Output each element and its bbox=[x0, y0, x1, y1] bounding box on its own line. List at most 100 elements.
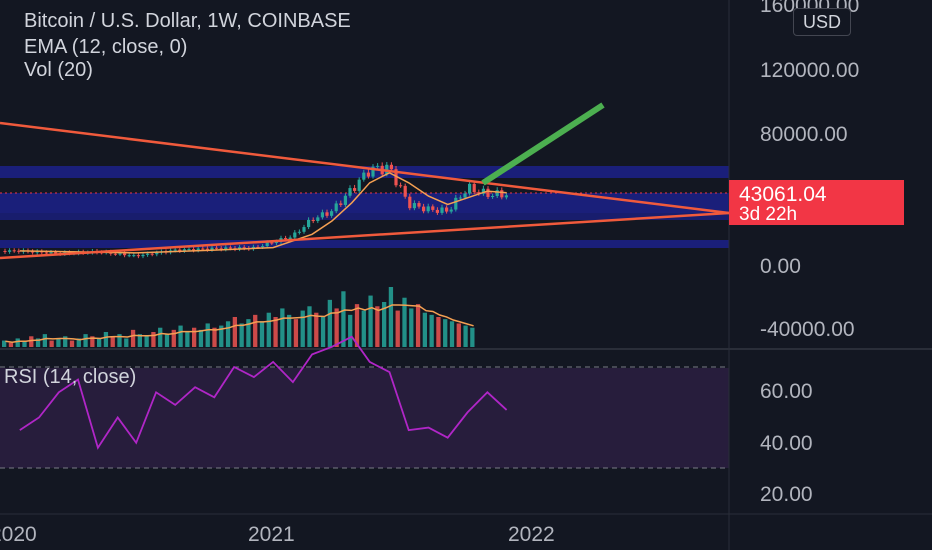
candle-body bbox=[389, 164, 393, 170]
candle-body bbox=[155, 252, 159, 255]
candle-body bbox=[31, 251, 35, 253]
candle-body bbox=[445, 207, 449, 212]
volume-bar bbox=[69, 340, 75, 347]
volume-bar bbox=[90, 336, 95, 347]
candle-body bbox=[182, 249, 186, 251]
volume-bar bbox=[8, 342, 14, 347]
price-tick-80000: 80000.00 bbox=[760, 123, 848, 146]
volume-ma-line bbox=[5, 304, 474, 343]
volume-bar bbox=[225, 321, 231, 347]
rsi-band-fill bbox=[0, 368, 729, 468]
volume-bar bbox=[164, 334, 170, 347]
candle bbox=[136, 253, 140, 259]
volume-bar bbox=[382, 302, 387, 347]
candle-body bbox=[334, 203, 338, 212]
candle-body bbox=[242, 247, 246, 249]
volume-bar bbox=[259, 321, 265, 347]
candle-body bbox=[302, 227, 306, 232]
price-tick-0: 0.00 bbox=[760, 255, 801, 278]
candle bbox=[353, 184, 357, 193]
ascending-trendline bbox=[0, 211, 730, 260]
candle-body bbox=[127, 255, 131, 257]
candle bbox=[366, 169, 370, 179]
candle bbox=[449, 206, 453, 214]
candle bbox=[399, 182, 403, 188]
ema-legend[interactable]: EMA (12, close, 0) bbox=[24, 36, 188, 58]
candle bbox=[417, 200, 421, 209]
candle-body bbox=[477, 192, 481, 194]
volume-bar bbox=[219, 325, 224, 347]
candle-body bbox=[417, 203, 421, 207]
volume-bar bbox=[395, 310, 400, 347]
candle-body bbox=[307, 219, 311, 228]
candle-body bbox=[12, 250, 16, 252]
candle-body bbox=[17, 250, 21, 252]
candle-body bbox=[141, 254, 145, 257]
volume-bar bbox=[246, 319, 251, 347]
volume-bar bbox=[436, 317, 441, 347]
volume-bar bbox=[130, 329, 136, 347]
candle-body bbox=[330, 211, 334, 216]
candle bbox=[325, 209, 329, 218]
price-tick-neg40000: -40000.00 bbox=[760, 318, 855, 341]
lower-mid-zone bbox=[0, 213, 729, 220]
volume-bar bbox=[35, 338, 41, 347]
candle bbox=[431, 204, 435, 212]
volume-bar bbox=[320, 317, 326, 347]
volume-bar bbox=[178, 325, 183, 347]
rsi-label[interactable]: RSI (14, close) bbox=[4, 366, 136, 388]
candle bbox=[371, 164, 375, 179]
candle bbox=[316, 215, 320, 224]
volume-bar bbox=[463, 325, 468, 347]
volume-bar bbox=[314, 312, 319, 347]
candle-body bbox=[265, 242, 269, 247]
candle-body bbox=[113, 253, 117, 255]
candle-body bbox=[362, 172, 366, 180]
candle bbox=[389, 162, 393, 172]
candle-body bbox=[449, 209, 453, 212]
rsi-tick-60: 60.00 bbox=[760, 380, 813, 403]
candle-body bbox=[472, 183, 476, 193]
volume-bar bbox=[239, 323, 244, 347]
time-tick-2022: 2022 bbox=[508, 523, 555, 546]
chart-title[interactable]: Bitcoin / U.S. Dollar, 1W, COINBASE bbox=[24, 10, 351, 32]
candle-body bbox=[486, 188, 490, 197]
volume-bar bbox=[287, 314, 292, 347]
volume-bar bbox=[388, 287, 394, 347]
candle-body bbox=[205, 248, 209, 250]
candle-body bbox=[44, 252, 48, 254]
volume-bar bbox=[205, 323, 210, 347]
candle bbox=[348, 185, 352, 198]
candle-body bbox=[325, 212, 329, 216]
volume-bar bbox=[470, 327, 475, 347]
candle-body bbox=[431, 206, 435, 210]
candle-body bbox=[320, 212, 324, 218]
candle-body bbox=[293, 232, 297, 238]
candle-body bbox=[297, 231, 301, 233]
volume-bar bbox=[273, 317, 278, 347]
volume-bar bbox=[443, 319, 448, 347]
volume-bar bbox=[280, 308, 285, 347]
candle-body bbox=[408, 196, 412, 209]
candle-body bbox=[201, 248, 205, 250]
volume-bar bbox=[253, 314, 258, 347]
volume-bar bbox=[402, 297, 407, 347]
volume-bar bbox=[368, 295, 373, 347]
candle bbox=[468, 180, 472, 196]
volume-bar bbox=[137, 334, 142, 347]
candle bbox=[339, 200, 343, 207]
candle bbox=[491, 193, 495, 199]
candle-body bbox=[435, 209, 439, 213]
candle bbox=[500, 187, 504, 200]
volume-bar bbox=[415, 304, 421, 347]
currency-selector[interactable]: USD bbox=[793, 8, 851, 36]
volume-bar bbox=[63, 336, 68, 347]
candle-body bbox=[495, 190, 499, 196]
support-zone bbox=[0, 240, 729, 248]
time-tick-2021: 2021 bbox=[248, 523, 295, 546]
candle-body bbox=[215, 247, 219, 249]
candle-body bbox=[500, 190, 504, 198]
vol-legend[interactable]: Vol (20) bbox=[24, 59, 93, 81]
